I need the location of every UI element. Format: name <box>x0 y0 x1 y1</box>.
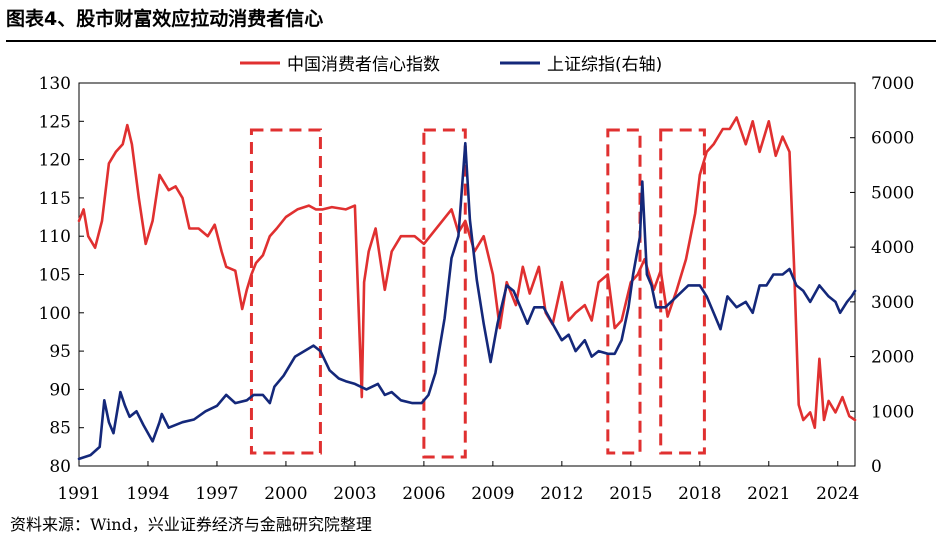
x-tick-label: 1994 <box>126 484 169 504</box>
x-tick-label: 2021 <box>747 484 790 504</box>
source-note: 资料来源：Wind，兴业证券经济与金融研究院整理 <box>10 515 372 534</box>
x-tick-label: 2018 <box>678 484 721 504</box>
highlight-box <box>249 128 322 455</box>
x-tick-label: 1991 <box>57 484 100 504</box>
y-right-tick-label: 3000 <box>871 293 914 313</box>
y-left-tick-label: 95 <box>49 342 71 362</box>
x-tick-label: 2024 <box>816 484 859 504</box>
y-right-tick-label: 0 <box>871 457 882 477</box>
y-left-tick-label: 115 <box>39 189 71 209</box>
x-tick-label: 2015 <box>609 484 652 504</box>
x-tick-label: 2006 <box>402 484 445 504</box>
y-right-tick-label: 6000 <box>871 129 914 149</box>
highlight-box <box>606 128 642 455</box>
y-right-tick-label: 7000 <box>871 74 914 94</box>
legend-label-shanghai-composite: 上证综指(右轴) <box>547 55 662 75</box>
x-tick-label: 2000 <box>264 484 307 504</box>
x-tick-label: 2009 <box>471 484 514 504</box>
series-line-shanghai-composite <box>77 141 857 461</box>
y-left-tick-label: 85 <box>49 419 71 439</box>
y-right-tick-label: 4000 <box>871 238 914 258</box>
highlight-boxes <box>249 128 706 459</box>
legend: 中国消费者信心指数 上证综指(右轴) <box>240 55 662 75</box>
y-left-tick-label: 125 <box>39 112 71 132</box>
y-left-tick-label: 90 <box>49 380 71 400</box>
page-title: 图表4、股市财富效应拉动消费者信心 <box>6 8 324 30</box>
y-right-tick-label: 5000 <box>871 183 914 203</box>
chart-axes: 80 85 90 95 100 105 110 115 120 125 130 0 1000 2000 30… <box>39 74 915 504</box>
plot-frame <box>78 82 856 467</box>
y-left-tick-label: 105 <box>39 266 71 286</box>
legend-label-consumer-confidence: 中国消费者信心指数 <box>287 55 440 75</box>
x-tick-label: 2003 <box>333 484 376 504</box>
y-left-tick-label: 120 <box>39 151 71 171</box>
y-left-tick-label: 130 <box>39 74 71 94</box>
y-left-tick-label: 80 <box>49 457 71 477</box>
x-tick-label: 2012 <box>540 484 583 504</box>
title-divider <box>6 40 936 42</box>
x-tick-label: 1997 <box>195 484 238 504</box>
highlight-box <box>422 128 467 459</box>
y-right-tick-label: 1000 <box>871 402 914 422</box>
y-right-tick-label: 2000 <box>871 348 914 368</box>
series-lines <box>77 116 857 461</box>
y-left-tick-label: 100 <box>39 304 71 324</box>
y-left-tick-label: 110 <box>39 227 71 247</box>
series-line-consumer-confidence <box>77 116 857 430</box>
highlight-box <box>659 128 706 455</box>
